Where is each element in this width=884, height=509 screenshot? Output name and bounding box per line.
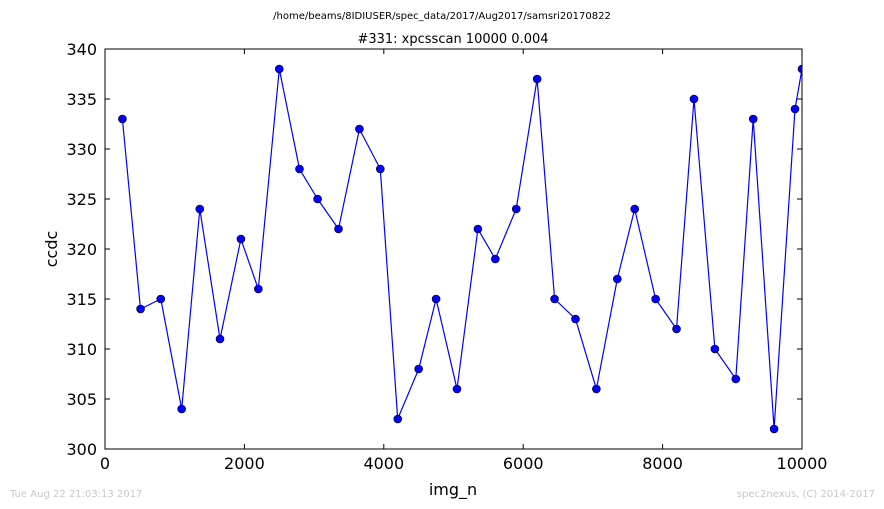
plot-frame	[104, 48, 803, 450]
plot-area: 0 2000 4000 6000 8000 10000 300 305 310 315 320 325…	[66, 40, 827, 473]
data-point	[473, 224, 483, 234]
data-point	[334, 224, 343, 234]
data-point	[532, 74, 542, 84]
data-point	[355, 124, 364, 134]
y-axis-label: ccdc	[42, 231, 61, 268]
data-point	[731, 374, 741, 384]
data-point	[511, 204, 521, 214]
data-point	[236, 234, 246, 244]
x-tick-label: 10000	[777, 454, 828, 473]
data-point	[295, 164, 304, 174]
data-point	[177, 404, 186, 414]
y-tick-label: 300	[66, 440, 97, 459]
footer-timestamp: Tue Aug 22 21:03:13 2017	[10, 489, 143, 500]
data-point	[195, 204, 205, 214]
y-tick-label: 315	[66, 290, 97, 309]
chart-suptitle: /home/beams/8IDIUSER/spec_data/2017/Aug2…	[273, 11, 611, 22]
data-point	[571, 314, 580, 324]
data-point	[748, 114, 758, 124]
data-point	[215, 334, 225, 344]
x-tick-label: 4000	[363, 454, 404, 473]
y-tick-label: 340	[66, 40, 97, 59]
chart-title: #331: xpcsscan 10000 0.004	[357, 32, 548, 47]
y-tick-label: 330	[66, 140, 97, 159]
data-point	[769, 424, 779, 434]
y-tick-label: 325	[66, 190, 97, 209]
data-point	[491, 254, 500, 264]
x-axis-label: img_n	[429, 480, 477, 500]
data-point	[254, 284, 263, 294]
footer-credit: spec2nexus, (C) 2014-2017	[736, 489, 875, 500]
data-point	[118, 114, 127, 124]
data-point	[136, 304, 145, 314]
data-point	[592, 384, 601, 394]
data-point	[689, 94, 699, 104]
data-point	[710, 344, 720, 354]
data-point	[651, 294, 660, 304]
x-tick-label: 6000	[503, 454, 544, 473]
data-point	[431, 294, 441, 304]
data-point	[790, 104, 800, 114]
x-tick-label: 8000	[642, 454, 683, 473]
y-tick-label: 320	[66, 240, 97, 259]
data-point	[393, 414, 403, 424]
data-point	[313, 194, 322, 204]
data-point	[156, 294, 166, 304]
data-point	[414, 364, 423, 374]
data-point	[672, 324, 681, 334]
y-tick-label: 310	[66, 340, 97, 359]
data-point	[797, 64, 802, 74]
y-tick-label: 335	[66, 90, 97, 109]
data-point	[550, 294, 559, 304]
x-tick-label: 2000	[224, 454, 265, 473]
data-point	[452, 384, 462, 394]
data-point	[612, 274, 622, 284]
data-point	[274, 64, 284, 74]
data-point	[630, 204, 640, 214]
data-point	[376, 164, 385, 174]
series-line	[121, 68, 802, 430]
y-tick-label: 305	[66, 390, 97, 409]
x-tick-label: 0	[100, 454, 110, 473]
